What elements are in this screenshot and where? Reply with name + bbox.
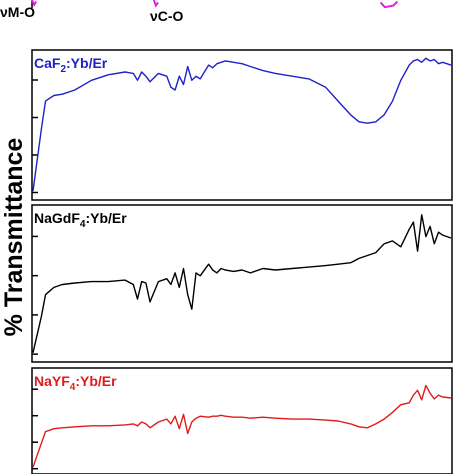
panel-frame <box>31 367 453 474</box>
panel-label-1: NaGdF4:Yb/Er <box>34 210 127 230</box>
series-line-1 <box>32 214 452 353</box>
series-line-2 <box>32 384 452 468</box>
panel-label-main: CaF <box>34 55 61 71</box>
panel-label-sub: 4 <box>80 219 86 230</box>
y-axis-label: % Transmittance <box>0 138 28 337</box>
panel-frame <box>31 204 453 363</box>
panel-0: CaF2:Yb/Er <box>31 49 453 201</box>
panel-label-0: CaF2:Yb/Er <box>34 55 108 75</box>
panel-label-rest: :Yb/Er <box>75 373 117 389</box>
top-strip-segment-1 <box>152 0 159 8</box>
annotation-m-o: νM-O <box>0 4 35 20</box>
panel-label-sub: 4 <box>70 382 76 393</box>
series-line-0 <box>32 57 452 192</box>
panel-label-rest: :Yb/Er <box>66 55 108 71</box>
top-strip-segment-2 <box>379 0 399 9</box>
panel-label-sub: 2 <box>60 64 66 75</box>
panel-frame <box>31 49 453 201</box>
panel-label-main: NaGdF <box>34 210 80 226</box>
top-strip: νM-O νC-O <box>0 0 399 24</box>
top-strip-segment-0 <box>31 0 38 7</box>
panel-label-2: NaYF4:Yb/Er <box>34 373 117 393</box>
panel-label-rest: :Yb/Er <box>85 210 127 226</box>
panel-1: NaGdF4:Yb/Er <box>31 204 453 363</box>
annotation-c-o: νC-O <box>150 8 184 24</box>
panel-label-main: NaYF <box>34 373 70 389</box>
panel-2: NaYF4:Yb/Er <box>31 367 453 474</box>
